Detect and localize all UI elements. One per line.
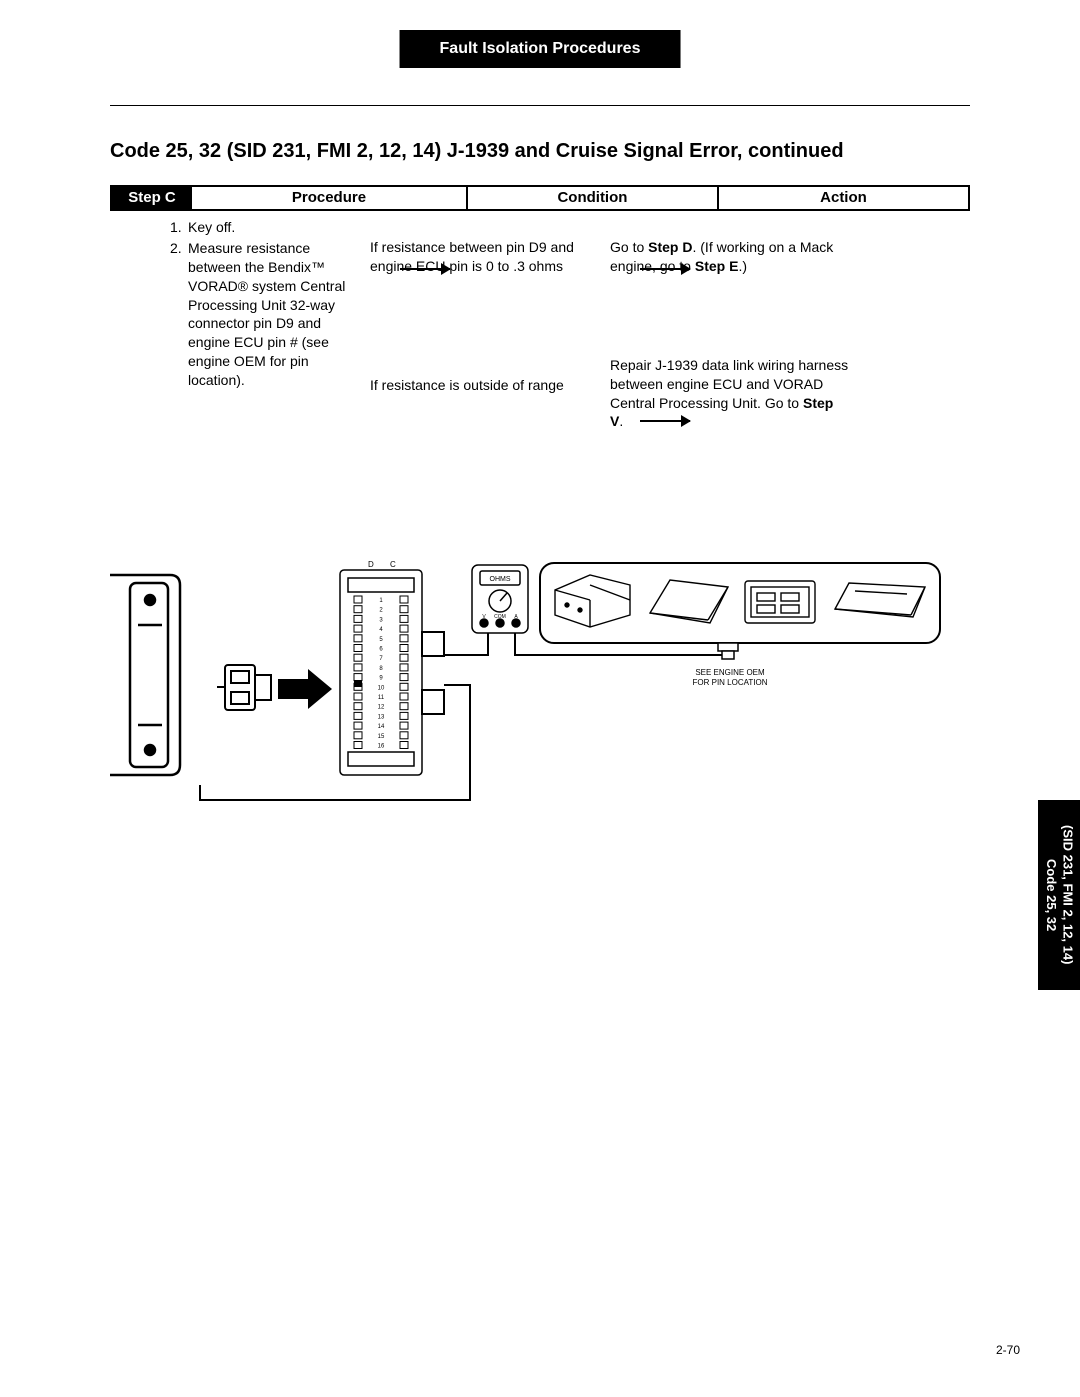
side-tab: (SID 231, FMI 2, 12, 14) Code 25, 32: [1038, 800, 1080, 990]
svg-text:14: 14: [378, 724, 385, 730]
proc-item-1: 1. Key off.: [170, 218, 360, 237]
svg-text:COM: COM: [494, 614, 506, 620]
page-title: Code 25, 32 (SID 231, FMI 2, 12, 14) J-1…: [110, 140, 970, 163]
svg-text:13: 13: [378, 714, 385, 720]
proc-2-text: Measure resistance between the Bendix™ V…: [188, 239, 360, 390]
a1-bold: Step D: [648, 239, 692, 255]
svg-text:16: 16: [378, 744, 385, 750]
action-1: Go to Step D. (If working on a Mack engi…: [610, 238, 850, 276]
a2-post: .: [619, 413, 623, 429]
condition-2: If resistance is outside of range: [370, 376, 600, 395]
table-header: Step C Procedure Condition Action: [110, 185, 970, 211]
content-row: 1. Key off. 2. Measure resistance betwee…: [110, 218, 970, 431]
a1-bold2: Step E: [695, 258, 739, 274]
top-divider: [110, 105, 970, 106]
arrow-icon: [640, 420, 690, 422]
col-action: Action: [719, 187, 968, 209]
svg-text:11: 11: [378, 695, 385, 701]
header-bar: Fault Isolation Procedures: [400, 30, 681, 68]
side-tab-line2: (SID 231, FMI 2, 12, 14): [1060, 825, 1075, 964]
diagram-svg: D C 12345678910111213141516 OHMS V COM A: [110, 555, 980, 815]
diagram-note-2: FOR PIN LOCATION: [693, 678, 768, 687]
arrow-icon: [640, 268, 690, 270]
proc-1-text: Key off.: [188, 218, 235, 237]
arrow-icon: [400, 268, 450, 270]
proc-item-2: 2. Measure resistance between the Bendix…: [170, 239, 360, 390]
svg-text:10: 10: [378, 685, 385, 691]
action-col: Go to Step D. (If working on a Mack engi…: [600, 218, 850, 431]
svg-text:C: C: [390, 560, 396, 569]
side-tab-line1: Code 25, 32: [1044, 859, 1059, 931]
col-condition: Condition: [468, 187, 719, 209]
diagram-note-1: SEE ENGINE OEM: [695, 668, 765, 677]
proc-1-num: 1.: [170, 218, 188, 237]
wiring-diagram: D C 12345678910111213141516 OHMS V COM A: [110, 555, 980, 795]
procedure-col: 1. Key off. 2. Measure resistance betwee…: [110, 218, 370, 431]
step-label: Step C: [112, 185, 192, 211]
condition-col: If resistance between pin D9 and engine …: [370, 218, 600, 431]
side-tab-text: (SID 231, FMI 2, 12, 14) Code 25, 32: [1043, 825, 1076, 964]
svg-text:OHMS: OHMS: [490, 576, 511, 583]
a1-pre: Go to: [610, 239, 648, 255]
col-procedure: Procedure: [192, 187, 468, 209]
proc-2-num: 2.: [170, 239, 188, 390]
condition-1: If resistance between pin D9 and engine …: [370, 238, 600, 276]
page-number: 2-70: [996, 1343, 1020, 1357]
svg-text:15: 15: [378, 734, 385, 740]
header-title: Fault Isolation Procedures: [440, 40, 641, 57]
svg-text:D: D: [368, 560, 374, 569]
a1-post: .): [738, 258, 747, 274]
svg-text:12: 12: [378, 705, 385, 711]
